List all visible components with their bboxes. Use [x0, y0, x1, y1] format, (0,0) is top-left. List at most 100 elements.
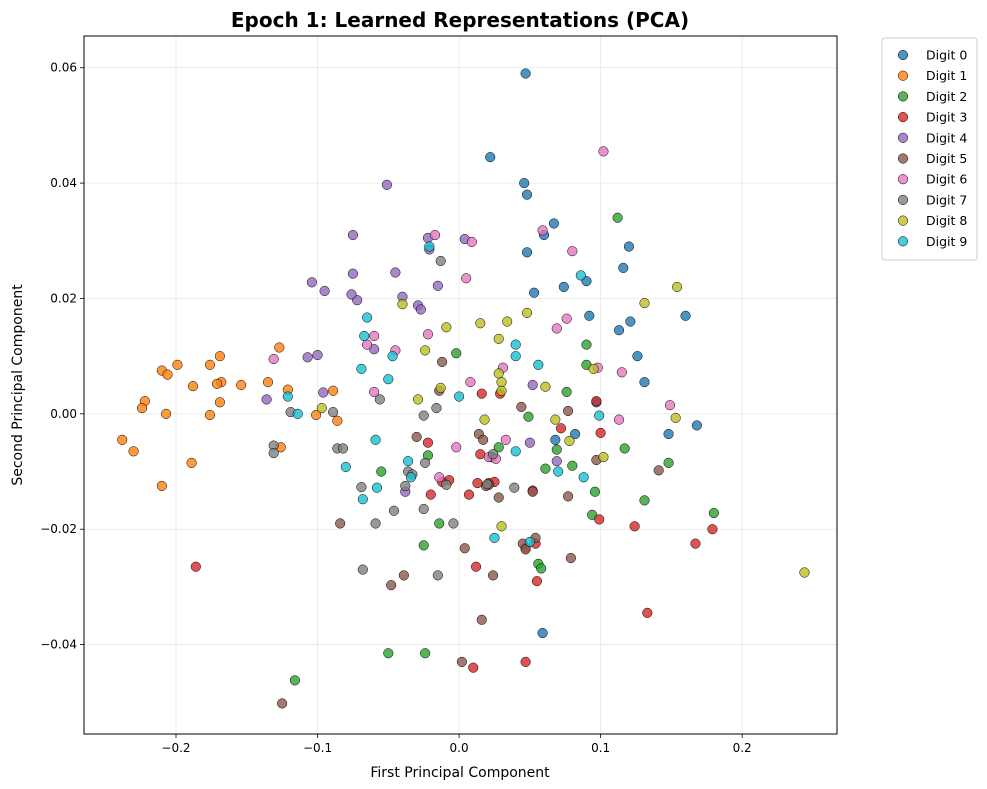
data-point-digit-2: [581, 339, 592, 350]
legend-marker: [897, 132, 909, 143]
data-point-digit-9: [489, 532, 500, 543]
data-point-digit-6: [451, 442, 462, 453]
data-point-digit-8: [670, 412, 681, 423]
data-point-digit-1: [128, 446, 139, 457]
legend-marker: [897, 112, 909, 123]
data-point-digit-7: [268, 448, 279, 459]
data-point-digit-2: [451, 348, 462, 359]
data-point-digit-5: [653, 465, 664, 476]
data-point-digit-7: [420, 457, 431, 468]
plot-frame: [83, 35, 838, 735]
legend-label: Digit 7: [926, 192, 967, 207]
x-tick-label: 0.0: [450, 741, 469, 755]
data-point-digit-9: [282, 391, 293, 402]
data-point-digit-4: [306, 277, 317, 288]
data-point-digit-6: [429, 229, 441, 241]
data-point-digit-1: [156, 480, 167, 492]
data-point-digit-3: [520, 656, 531, 667]
data-point-digit-9: [370, 434, 381, 445]
data-point-digit-3: [591, 396, 602, 407]
data-point-digit-5: [563, 491, 574, 502]
data-point-digit-6: [369, 386, 380, 397]
data-point-digit-6: [500, 434, 511, 445]
data-point-digit-8: [521, 307, 533, 318]
data-point-digit-7: [418, 410, 429, 421]
legend-marker: [897, 174, 909, 185]
data-point-digit-5: [456, 656, 467, 667]
y-tick-label: −0.04: [40, 638, 77, 652]
data-point-digit-1: [186, 457, 197, 468]
data-point-digit-1: [204, 359, 216, 370]
legend-items: Digit 0 Digit 1 Digit 2 Digit 3 Digit 4 Digit…: [897, 48, 967, 249]
x-tick-label: 0.1: [591, 741, 610, 755]
data-point-digit-6: [422, 329, 433, 340]
data-point-digit-4: [524, 437, 535, 448]
legend-label: Digit 4: [926, 130, 967, 145]
data-point-digit-7: [357, 564, 368, 575]
data-point-digit-0: [521, 189, 533, 200]
data-point-digit-1: [161, 408, 172, 419]
data-point-digit-8: [598, 452, 609, 463]
data-point-digit-5: [437, 356, 448, 367]
data-point-digit-3: [472, 478, 483, 489]
data-point-digit-7: [388, 505, 400, 516]
data-point-digit-0: [548, 218, 559, 229]
data-point-digit-8: [639, 298, 650, 309]
data-point-digit-2: [663, 457, 674, 468]
data-point-digit-2: [540, 463, 551, 474]
data-point-digit-2: [619, 443, 630, 454]
data-point-digit-6: [561, 313, 572, 324]
data-point-digit-0: [623, 241, 634, 252]
legend-marker: [897, 194, 909, 205]
data-point-digit-1: [328, 385, 339, 396]
data-point-digit-7: [370, 518, 381, 529]
y-tick-label: 0.06: [50, 61, 77, 75]
data-point-digit-0: [550, 434, 561, 445]
data-point-digit-8: [412, 394, 424, 405]
data-point-digit-2: [561, 386, 572, 397]
data-point-digit-8: [496, 385, 507, 396]
data-point-digit-4: [302, 352, 313, 363]
y-tick-label: −0.02: [40, 522, 77, 536]
data-point-digit-2: [551, 444, 562, 455]
data-point-digit-8: [493, 368, 504, 379]
legend-label: Digit 6: [926, 172, 967, 187]
x-tick-label: −0.1: [303, 741, 332, 755]
legend-label: Digit 2: [926, 89, 967, 104]
data-point-digit-0: [558, 281, 569, 292]
data-point-digit-9: [383, 374, 394, 385]
data-point-digit-5: [459, 543, 470, 554]
data-point-digit-3: [190, 561, 201, 572]
data-point-digit-1: [332, 415, 343, 426]
data-point-digit-0: [570, 428, 581, 440]
data-point-digit-9: [575, 270, 586, 281]
data-point-digit-4: [347, 229, 358, 241]
data-point-digit-5: [563, 405, 574, 417]
data-point-digit-1: [214, 351, 225, 362]
data-point-digit-8: [672, 281, 683, 292]
data-point-digit-8: [550, 414, 561, 425]
data-point-digit-2: [536, 563, 547, 574]
data-point-digit-0: [584, 310, 595, 321]
data-point-digit-1: [214, 397, 225, 408]
data-point-digit-8: [479, 414, 490, 425]
legend-marker: [897, 153, 909, 164]
data-point-digit-9: [340, 461, 351, 472]
data-point-digit-0: [632, 351, 643, 362]
data-point-digit-2: [418, 540, 429, 551]
data-point-digit-0: [613, 325, 625, 336]
x-tick-label: 0.2: [733, 741, 752, 755]
data-point-digit-5: [488, 570, 499, 581]
data-point-digit-1: [262, 377, 274, 388]
data-point-digit-6: [616, 367, 627, 378]
data-point-digit-8: [799, 567, 810, 578]
data-point-digit-6: [664, 400, 676, 411]
data-point-digit-2: [289, 675, 300, 686]
data-point-digit-9: [359, 330, 370, 342]
data-point-digit-9: [362, 312, 373, 323]
data-point-digit-9: [578, 472, 589, 483]
data-point-digit-4: [527, 379, 538, 391]
data-point-digit-1: [136, 403, 148, 414]
data-point-digit-7: [432, 570, 443, 581]
data-point-digit-1: [311, 409, 322, 421]
